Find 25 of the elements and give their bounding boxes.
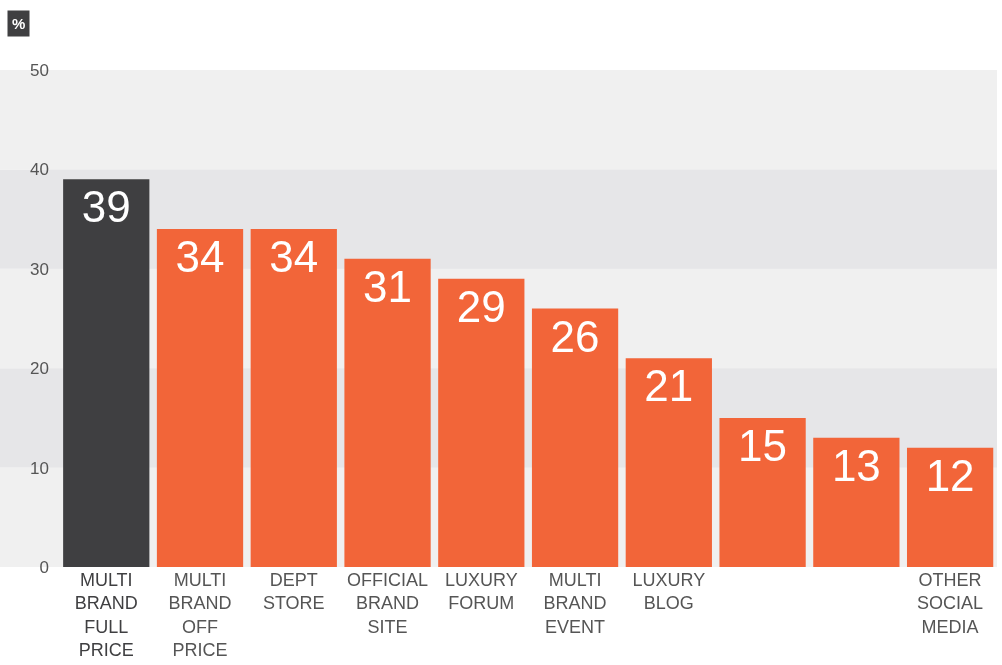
y-tick-label: 0 [39,557,49,577]
x-tick-label: OTHER SOCIAL MEDIA [917,570,984,637]
data-label: 13 [831,440,881,490]
x-tick-label: MULTI BRAND FULL PRICE [74,570,138,661]
x-tick-label: LUXURY FORUM [444,570,518,614]
data-label: 12 [925,450,975,500]
y-tick-label: 20 [30,359,49,379]
y-tick-label: 10 [30,458,49,478]
x-tick-label: MULTI BRAND EVENT [543,570,607,637]
data-label: 21 [644,361,694,411]
x-tick-label: DEPT STORE [262,570,325,614]
data-label: 26 [550,311,600,361]
x-tick-label: OFFICIAL BRAND SITE [347,570,429,637]
x-tick-label: MULTI BRAND OFF PRICE [168,570,232,661]
x-tick-label: LUXURY BLOG [632,570,706,614]
data-label: 34 [269,232,319,282]
data-label: 15 [738,420,788,470]
y-axis-title: % [12,15,26,32]
data-label: 29 [456,281,506,331]
y-tick-label: 30 [30,259,49,279]
data-label: 31 [363,261,413,311]
data-label: 39 [81,182,131,232]
data-label: 34 [175,232,225,282]
y-tick-label: 50 [30,60,49,80]
y-tick-label: 40 [30,160,49,180]
